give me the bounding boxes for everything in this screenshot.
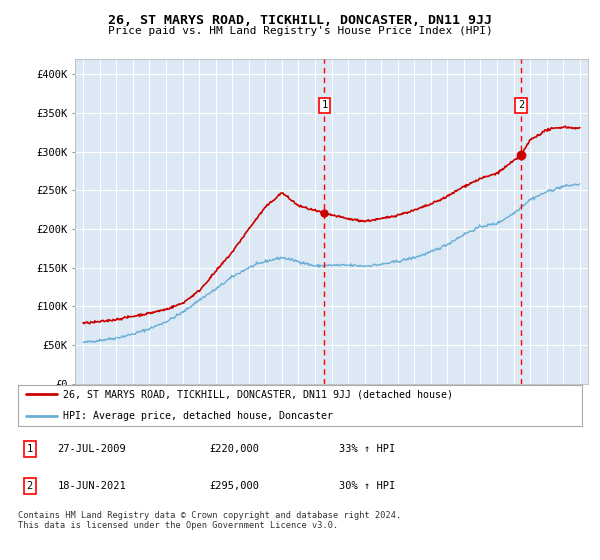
Text: HPI: Average price, detached house, Doncaster: HPI: Average price, detached house, Donc… bbox=[63, 410, 333, 421]
Text: Contains HM Land Registry data © Crown copyright and database right 2024.
This d: Contains HM Land Registry data © Crown c… bbox=[18, 511, 401, 530]
Text: £220,000: £220,000 bbox=[210, 444, 260, 454]
Text: 33% ↑ HPI: 33% ↑ HPI bbox=[340, 444, 396, 454]
Text: £295,000: £295,000 bbox=[210, 482, 260, 491]
Text: 1: 1 bbox=[321, 100, 328, 110]
Text: 26, ST MARYS ROAD, TICKHILL, DONCASTER, DN11 9JJ (detached house): 26, ST MARYS ROAD, TICKHILL, DONCASTER, … bbox=[63, 389, 453, 399]
Text: 18-JUN-2021: 18-JUN-2021 bbox=[58, 482, 126, 491]
Text: 27-JUL-2009: 27-JUL-2009 bbox=[58, 444, 126, 454]
Text: 30% ↑ HPI: 30% ↑ HPI bbox=[340, 482, 396, 491]
Text: 1: 1 bbox=[26, 444, 33, 454]
Text: 2: 2 bbox=[518, 100, 524, 110]
Text: 2: 2 bbox=[26, 482, 33, 491]
Text: 26, ST MARYS ROAD, TICKHILL, DONCASTER, DN11 9JJ: 26, ST MARYS ROAD, TICKHILL, DONCASTER, … bbox=[108, 14, 492, 27]
Text: Price paid vs. HM Land Registry's House Price Index (HPI): Price paid vs. HM Land Registry's House … bbox=[107, 26, 493, 36]
